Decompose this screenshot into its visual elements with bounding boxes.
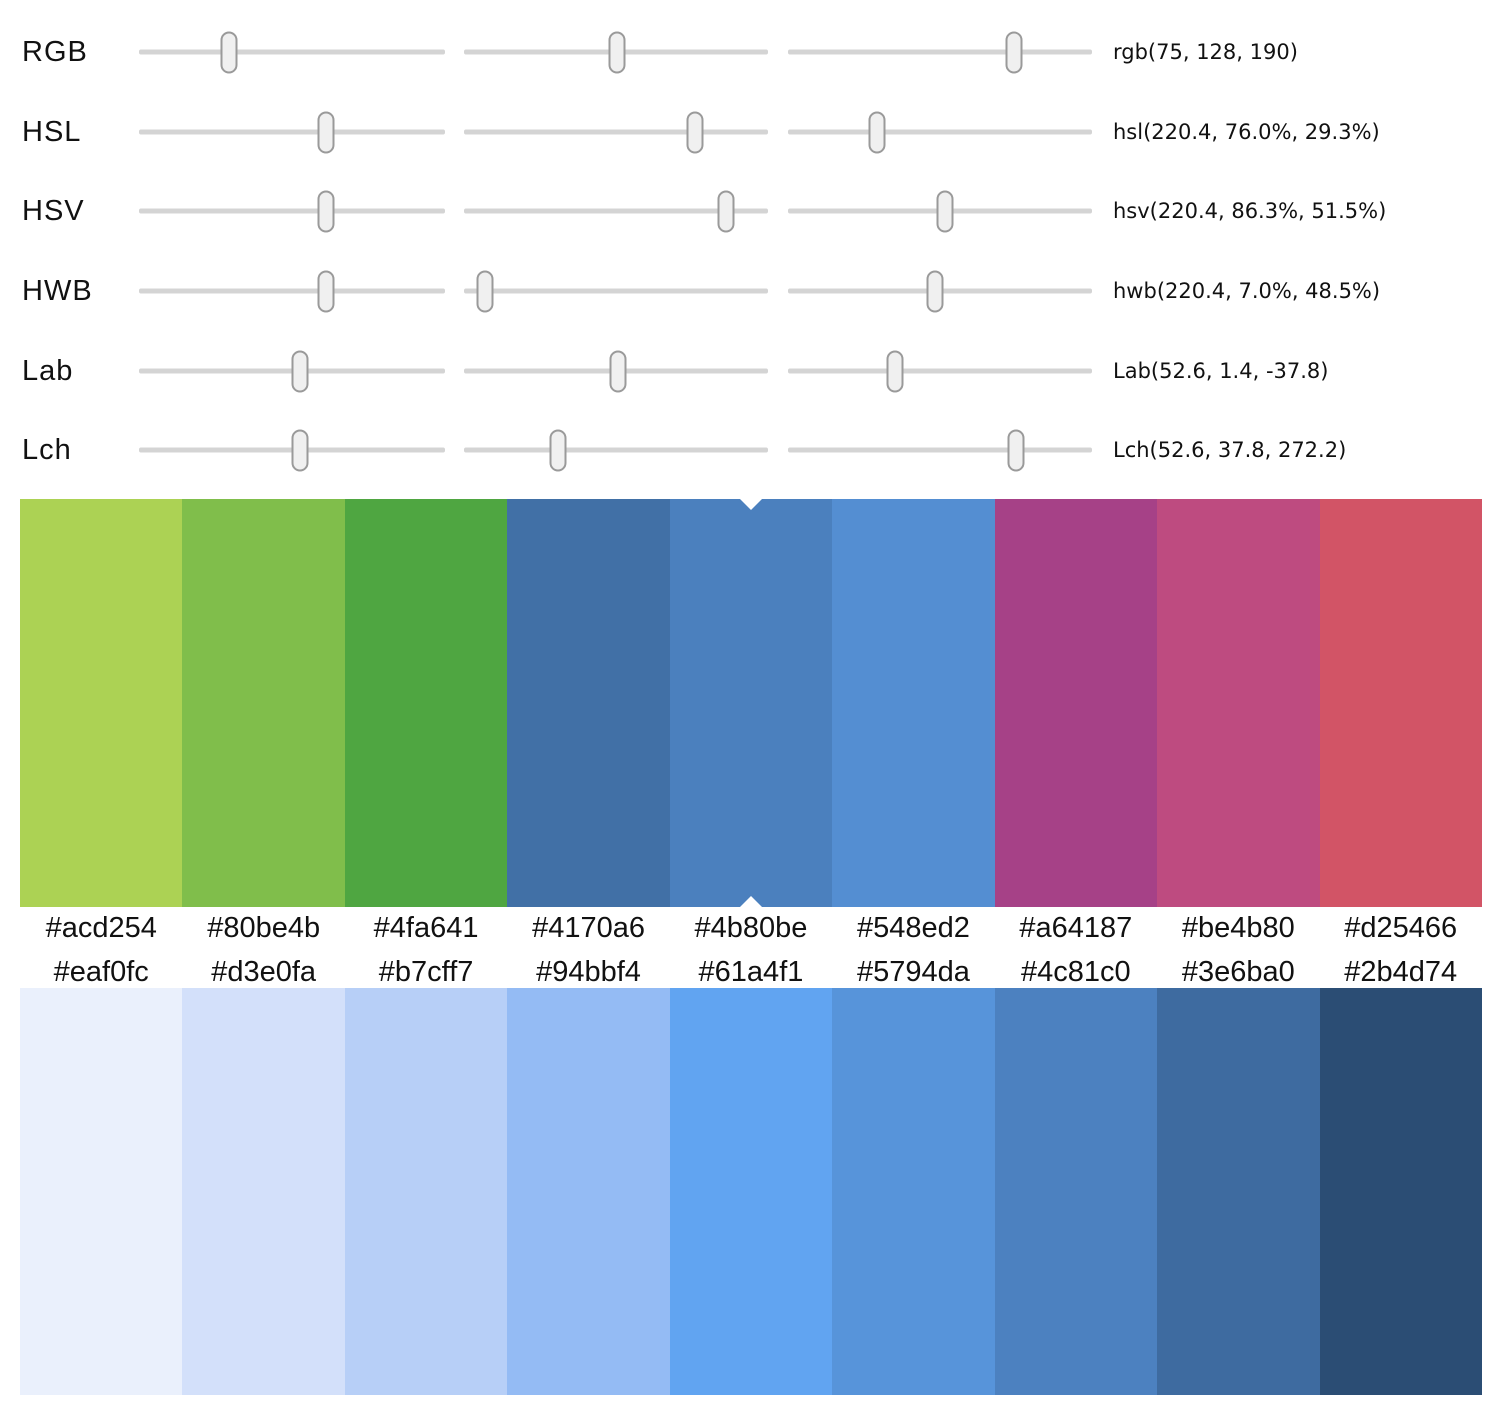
hex-label: #4b80be — [694, 912, 808, 944]
hex-label: #acd254 — [45, 912, 157, 944]
slider-track[interactable] — [788, 111, 1092, 153]
slider-thumb[interactable] — [1005, 31, 1023, 73]
slider-value: Lab(52.6, 1.4, -37.8) — [1113, 359, 1329, 383]
slider-thumb[interactable] — [317, 270, 335, 312]
slider-thumb[interactable] — [609, 350, 627, 392]
hex-label: #2b4d74 — [1344, 956, 1458, 988]
slider-track[interactable] — [139, 429, 445, 471]
slider-value: Lch(52.6, 37.8, 272.2) — [1113, 438, 1347, 462]
slider-row: HSL hsl(220.4, 76.0%, 29.3%) — [0, 104, 1501, 160]
palette-swatch[interactable] — [344, 988, 508, 1395]
slider-track[interactable] — [139, 190, 445, 232]
hex-label: #5794da — [856, 956, 970, 988]
slider-thumb[interactable] — [686, 111, 704, 153]
slider-value: hsv(220.4, 86.3%, 51.5%) — [1113, 199, 1387, 223]
slider-row: HSV hsv(220.4, 86.3%, 51.5%) — [0, 183, 1501, 239]
palette-swatch[interactable] — [1319, 988, 1482, 1395]
hex-label: #d25466 — [1344, 912, 1458, 944]
palette-swatch[interactable] — [1157, 988, 1320, 1395]
palette-swatch[interactable] — [994, 499, 1158, 907]
palette-swatch[interactable] — [507, 988, 670, 1395]
slider-track[interactable] — [464, 350, 768, 392]
slider-thumb[interactable] — [291, 350, 309, 392]
slider-track[interactable] — [788, 190, 1092, 232]
slider-track[interactable] — [788, 31, 1092, 73]
hex-label: #4c81c0 — [1021, 956, 1131, 988]
slider-track[interactable] — [788, 429, 1092, 471]
slider-track[interactable] — [139, 111, 445, 153]
slider-row-label: HWB — [22, 275, 93, 307]
palette-swatch[interactable] — [669, 988, 833, 1395]
palette-swatch[interactable] — [20, 499, 183, 907]
palette-swatch[interactable] — [669, 499, 833, 907]
hue-palette — [20, 499, 1482, 907]
palette-swatch[interactable] — [344, 499, 508, 907]
slider-thumb[interactable] — [1007, 429, 1025, 471]
slider-track[interactable] — [464, 190, 768, 232]
palette-swatch[interactable] — [832, 499, 995, 907]
hex-label: #d3e0fa — [211, 956, 317, 988]
slider-thumb[interactable] — [220, 31, 238, 73]
palette-swatch[interactable] — [832, 988, 995, 1395]
hex-label: #4fa641 — [373, 912, 479, 944]
palette-swatch[interactable] — [182, 988, 345, 1395]
slider-track[interactable] — [464, 111, 768, 153]
slider-row-label: Lab — [22, 355, 74, 387]
selected-swatch-notch-bottom-icon — [739, 896, 762, 907]
slider-row-label: HSL — [22, 116, 82, 148]
hex-label: #94bbf4 — [536, 956, 641, 988]
slider-row-label: HSV — [22, 195, 85, 227]
slider-row-label: Lch — [22, 434, 72, 466]
palette-swatch[interactable] — [1157, 499, 1320, 907]
palette-swatch[interactable] — [20, 988, 183, 1395]
palette-swatch[interactable] — [1319, 499, 1482, 907]
slider-value: hsl(220.4, 76.0%, 29.3%) — [1113, 120, 1380, 144]
hex-label: #80be4b — [207, 912, 321, 944]
scale-hex-labels: #eaf0fc #d3e0fa #b7cff7 #94bbf4 #61a4f1 #5794… — [20, 952, 1482, 992]
slider-row: Lch Lch(52.6, 37.8, 272.2) — [0, 422, 1501, 478]
scale-palette — [20, 988, 1482, 1395]
slider-track[interactable] — [788, 270, 1092, 312]
selected-swatch-notch-top-icon — [739, 499, 762, 510]
slider-thumb[interactable] — [476, 270, 494, 312]
hex-label: #be4b80 — [1181, 912, 1295, 944]
slider-track[interactable] — [139, 31, 445, 73]
slider-value: hwb(220.4, 7.0%, 48.5%) — [1113, 279, 1381, 303]
hex-label: #61a4f1 — [698, 956, 804, 988]
slider-thumb[interactable] — [549, 429, 567, 471]
hex-label: #b7cff7 — [378, 956, 474, 988]
hex-label: #548ed2 — [856, 912, 970, 944]
hex-label: #4170a6 — [532, 912, 645, 944]
slider-track[interactable] — [788, 350, 1092, 392]
slider-track[interactable] — [139, 350, 445, 392]
slider-track[interactable] — [464, 270, 768, 312]
slider-row: HWB hwb(220.4, 7.0%, 48.5%) — [0, 263, 1501, 319]
slider-row: Lab Lab(52.6, 1.4, -37.8) — [0, 343, 1501, 399]
slider-track[interactable] — [139, 270, 445, 312]
hue-hex-labels: #acd254 #80be4b #4fa641 #4170a6 #4b80be #548e… — [20, 907, 1482, 949]
hex-label: #a64187 — [1019, 912, 1133, 944]
palette-swatch[interactable] — [994, 988, 1158, 1395]
slider-track[interactable] — [464, 31, 768, 73]
slider-row-label: RGB — [22, 36, 88, 68]
slider-thumb[interactable] — [317, 111, 335, 153]
slider-thumb[interactable] — [291, 429, 309, 471]
palette-swatch[interactable] — [182, 499, 345, 907]
slider-thumb[interactable] — [936, 190, 954, 232]
slider-thumb[interactable] — [717, 190, 735, 232]
slider-thumb[interactable] — [926, 270, 944, 312]
hex-label: #3e6ba0 — [1181, 956, 1295, 988]
slider-track[interactable] — [464, 429, 768, 471]
palette-swatch[interactable] — [507, 499, 670, 907]
slider-value: rgb(75, 128, 190) — [1113, 40, 1298, 64]
slider-row: RGB rgb(75, 128, 190) — [0, 24, 1501, 80]
slider-thumb[interactable] — [317, 190, 335, 232]
slider-thumb[interactable] — [886, 350, 904, 392]
slider-thumb[interactable] — [868, 111, 886, 153]
slider-thumb[interactable] — [608, 31, 626, 73]
hex-label: #eaf0fc — [53, 956, 149, 988]
